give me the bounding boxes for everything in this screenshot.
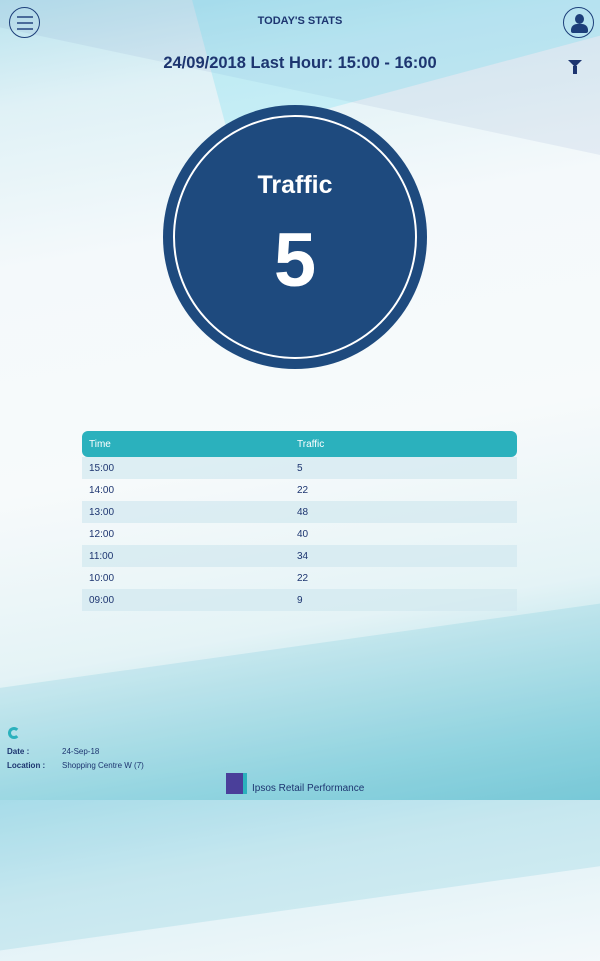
- circle-ring: [173, 115, 417, 359]
- date-value: 24-Sep-18: [62, 747, 100, 756]
- table-row: 15:00 5: [82, 457, 517, 479]
- cell-traffic: 22: [297, 484, 309, 496]
- table-row: 12:00 40: [82, 523, 517, 545]
- traffic-value: 5: [273, 218, 317, 303]
- ipsos-logo: [226, 773, 247, 794]
- cell-time: 10:00: [89, 572, 115, 584]
- user-icon-body: [571, 24, 588, 33]
- table-row: 13:00 48: [82, 501, 517, 523]
- cell-traffic: 9: [297, 594, 303, 606]
- cell-traffic: 40: [297, 528, 309, 540]
- menu-button[interactable]: [9, 7, 40, 38]
- column-header-time: Time: [89, 438, 111, 450]
- cell-traffic: 34: [297, 550, 309, 562]
- cell-traffic: 48: [297, 506, 309, 518]
- table-row: 14:00 22: [82, 479, 517, 501]
- traffic-summary-circle: Traffic 5: [163, 105, 427, 369]
- column-header-traffic: Traffic: [297, 438, 325, 450]
- cell-time: 13:00: [89, 506, 115, 518]
- cell-traffic: 22: [297, 572, 309, 584]
- filter-icon: [568, 60, 582, 67]
- location-label: Location :: [7, 761, 46, 770]
- traffic-label: Traffic: [257, 171, 333, 199]
- date-label: Date :: [7, 747, 30, 756]
- table-row: 09:00 9: [82, 589, 517, 611]
- cell-time: 09:00: [89, 594, 115, 606]
- user-profile-button[interactable]: [563, 7, 594, 38]
- cell-time: 14:00: [89, 484, 115, 496]
- cell-traffic: 5: [297, 462, 303, 474]
- page-title: TODAY'S STATS: [257, 15, 343, 27]
- brand-name: Ipsos Retail Performance: [252, 783, 365, 794]
- location-value: Shopping Centre W (7): [62, 761, 144, 770]
- location-info: Location : Shopping Centre W (7): [7, 761, 144, 770]
- traffic-table: Time Traffic 15:00 5 14:00 22 13:00 48 12:00 40…: [82, 431, 517, 611]
- table-row: 10:00 22: [82, 567, 517, 589]
- date-hour-heading: 24/09/2018 Last Hour: 15:00 - 16:00: [163, 54, 437, 72]
- table-row: 11:00 34: [82, 545, 517, 567]
- user-icon: [575, 14, 584, 24]
- refresh-icon[interactable]: [8, 727, 20, 739]
- cell-time: 11:00: [89, 550, 114, 562]
- date-info: Date : 24-Sep-18: [7, 747, 99, 756]
- table-header: Time Traffic: [82, 431, 517, 457]
- cell-time: 12:00: [89, 528, 115, 540]
- cell-time: 15:00: [89, 462, 115, 474]
- filter-icon-stem: [573, 66, 577, 74]
